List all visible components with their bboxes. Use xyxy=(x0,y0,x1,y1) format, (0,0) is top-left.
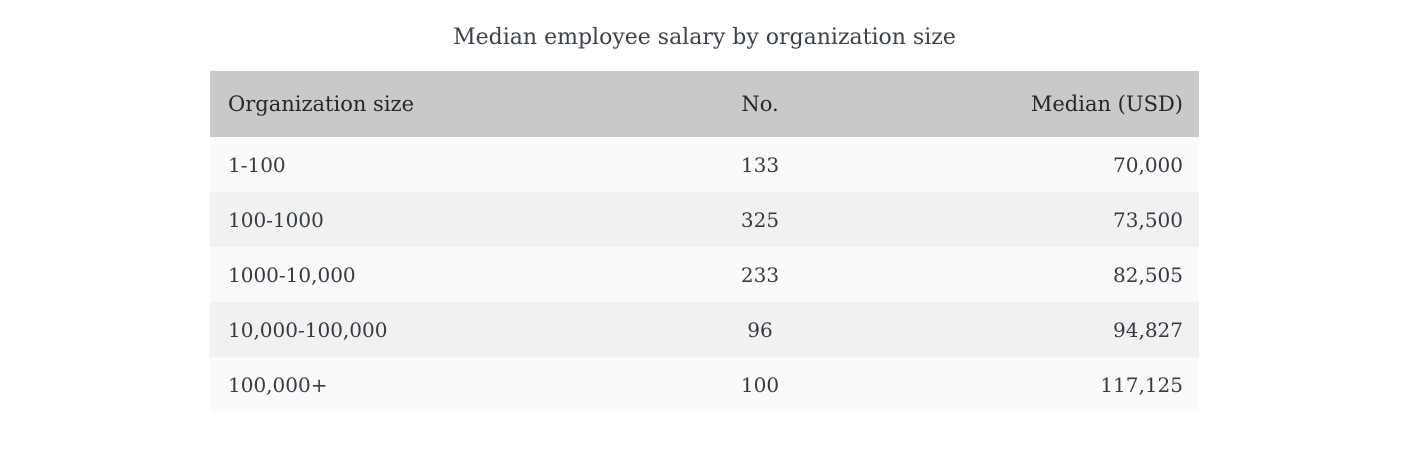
cell-organization-size: 100-1000 xyxy=(210,192,670,247)
cell-organization-size: 1000-10,000 xyxy=(210,247,670,302)
table-header-row: Organization size No. Median (USD) xyxy=(210,71,1199,137)
cell-count: 325 xyxy=(670,192,850,247)
salary-table: Organization size No. Median (USD) 1-100… xyxy=(210,71,1199,412)
table-row: 100,000+ 100 117,125 xyxy=(210,357,1199,412)
chart-container: Median employee salary by organization s… xyxy=(210,24,1199,412)
cell-organization-size: 100,000+ xyxy=(210,357,670,412)
cell-median: 94,827 xyxy=(850,302,1199,357)
cell-count: 96 xyxy=(670,302,850,357)
col-header-median-usd: Median (USD) xyxy=(850,71,1199,137)
table-row: 1000-10,000 233 82,505 xyxy=(210,247,1199,302)
col-header-organization-size: Organization size xyxy=(210,71,670,137)
cell-count: 100 xyxy=(670,357,850,412)
cell-organization-size: 10,000-100,000 xyxy=(210,302,670,357)
cell-median: 70,000 xyxy=(850,137,1199,192)
cell-median: 82,505 xyxy=(850,247,1199,302)
cell-organization-size: 1-100 xyxy=(210,137,670,192)
cell-median: 117,125 xyxy=(850,357,1199,412)
page-title: Median employee salary by organization s… xyxy=(453,25,956,50)
table-row: 100-1000 325 73,500 xyxy=(210,192,1199,247)
table-row: 10,000-100,000 96 94,827 xyxy=(210,302,1199,357)
table-row: 1-100 133 70,000 xyxy=(210,137,1199,192)
cell-count: 233 xyxy=(670,247,850,302)
cell-median: 73,500 xyxy=(850,192,1199,247)
cell-count: 133 xyxy=(670,137,850,192)
col-header-no: No. xyxy=(670,71,850,137)
